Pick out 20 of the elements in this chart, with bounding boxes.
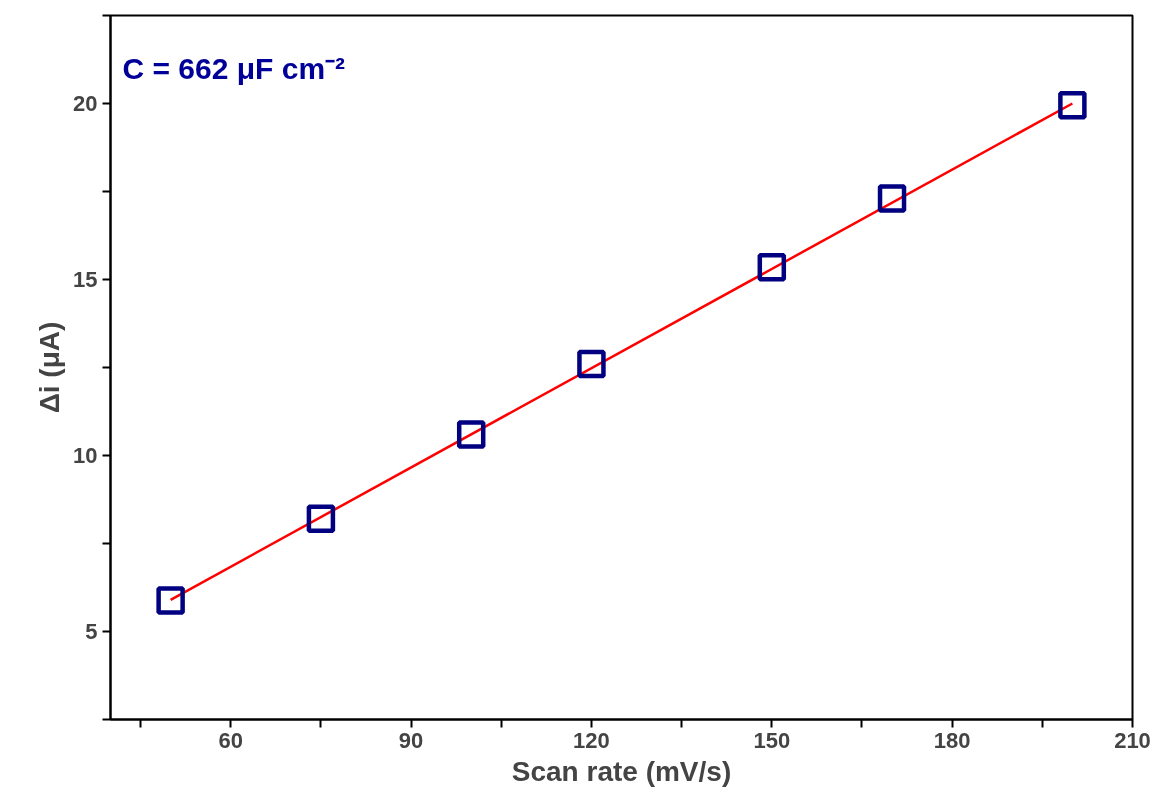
x-axis-title: Scan rate (mV/s) xyxy=(511,755,732,787)
x-tick-label: 60 xyxy=(218,727,243,753)
x-tick-label: 210 xyxy=(1114,727,1151,753)
point xyxy=(456,420,486,449)
point xyxy=(757,252,787,282)
point xyxy=(877,184,907,213)
y-axis-title: Δi (μA) xyxy=(34,321,66,414)
point xyxy=(577,349,606,379)
x-tick-label: 180 xyxy=(933,727,971,753)
point xyxy=(306,504,336,534)
y-tick-label: 20 xyxy=(73,91,98,116)
x-tick-label: 150 xyxy=(753,727,791,753)
annotation: C = 662 μF cm⁻² xyxy=(122,51,346,85)
point xyxy=(1058,91,1087,120)
x-tick-label: 90 xyxy=(398,727,424,753)
y-tick-label: 5 xyxy=(85,619,98,644)
y-tick-label: 10 xyxy=(73,443,98,468)
y-tick-label: 15 xyxy=(73,267,98,292)
x-tick-label: 120 xyxy=(573,727,610,753)
point xyxy=(156,586,185,615)
